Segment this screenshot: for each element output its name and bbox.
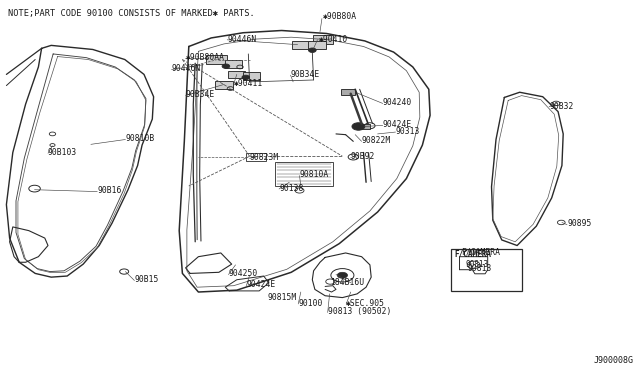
Circle shape: [242, 75, 250, 80]
Text: ✱90B80A: ✱90B80A: [323, 12, 357, 21]
Text: 90B32: 90B32: [549, 102, 573, 110]
FancyBboxPatch shape: [357, 124, 370, 129]
Text: 90313: 90313: [396, 127, 420, 136]
FancyBboxPatch shape: [313, 35, 333, 44]
FancyBboxPatch shape: [206, 55, 227, 64]
Text: 90810A: 90810A: [300, 170, 329, 179]
Text: J900008G: J900008G: [594, 356, 634, 365]
Text: 90138: 90138: [279, 184, 303, 193]
Text: 90813: 90813: [467, 264, 492, 273]
FancyBboxPatch shape: [214, 81, 234, 89]
Text: 904250: 904250: [228, 269, 258, 278]
Text: 90424E: 90424E: [246, 280, 276, 289]
Text: 90100: 90100: [298, 299, 323, 308]
Text: 90895: 90895: [567, 219, 591, 228]
Text: 904240: 904240: [383, 98, 412, 107]
Text: 90822M: 90822M: [362, 136, 391, 145]
FancyBboxPatch shape: [292, 41, 310, 49]
FancyBboxPatch shape: [341, 89, 355, 95]
Text: 90815M: 90815M: [268, 293, 297, 302]
Text: 184B16U: 184B16U: [330, 278, 364, 287]
FancyBboxPatch shape: [225, 60, 242, 68]
Text: 90B103: 90B103: [48, 148, 77, 157]
Text: NOTE;PART CODE 90100 CONSISTS OF MARKED✱ PARTS.: NOTE;PART CODE 90100 CONSISTS OF MARKED✱…: [8, 9, 255, 18]
FancyBboxPatch shape: [451, 249, 522, 291]
Text: 90B34E: 90B34E: [186, 90, 215, 99]
Text: 90446N: 90446N: [172, 64, 201, 73]
FancyBboxPatch shape: [307, 41, 326, 49]
Text: 90B15: 90B15: [134, 275, 159, 284]
Text: ✱90B80AA: ✱90B80AA: [186, 53, 225, 62]
Text: F/CAMERA: F/CAMERA: [461, 248, 500, 257]
Text: 90446N: 90446N: [227, 35, 257, 44]
Text: 90823M: 90823M: [250, 153, 279, 162]
Text: ✱90411: ✱90411: [234, 79, 263, 88]
FancyBboxPatch shape: [243, 72, 260, 80]
Text: 90810B: 90810B: [125, 134, 155, 143]
Text: 90B92: 90B92: [351, 153, 375, 161]
Text: 90B16: 90B16: [97, 186, 122, 195]
Text: 90813: 90813: [466, 260, 489, 269]
Circle shape: [352, 123, 365, 130]
Text: 90813 (90502): 90813 (90502): [328, 307, 391, 316]
Circle shape: [222, 64, 230, 68]
Text: F/CAMERA: F/CAMERA: [454, 249, 492, 258]
Circle shape: [337, 272, 348, 278]
Circle shape: [308, 48, 316, 52]
Text: 90B34E: 90B34E: [291, 70, 320, 79]
Text: ✱SEC.905: ✱SEC.905: [346, 299, 385, 308]
Text: ✱90410: ✱90410: [319, 35, 348, 44]
Text: 90424E: 90424E: [383, 120, 412, 129]
FancyBboxPatch shape: [228, 71, 245, 78]
